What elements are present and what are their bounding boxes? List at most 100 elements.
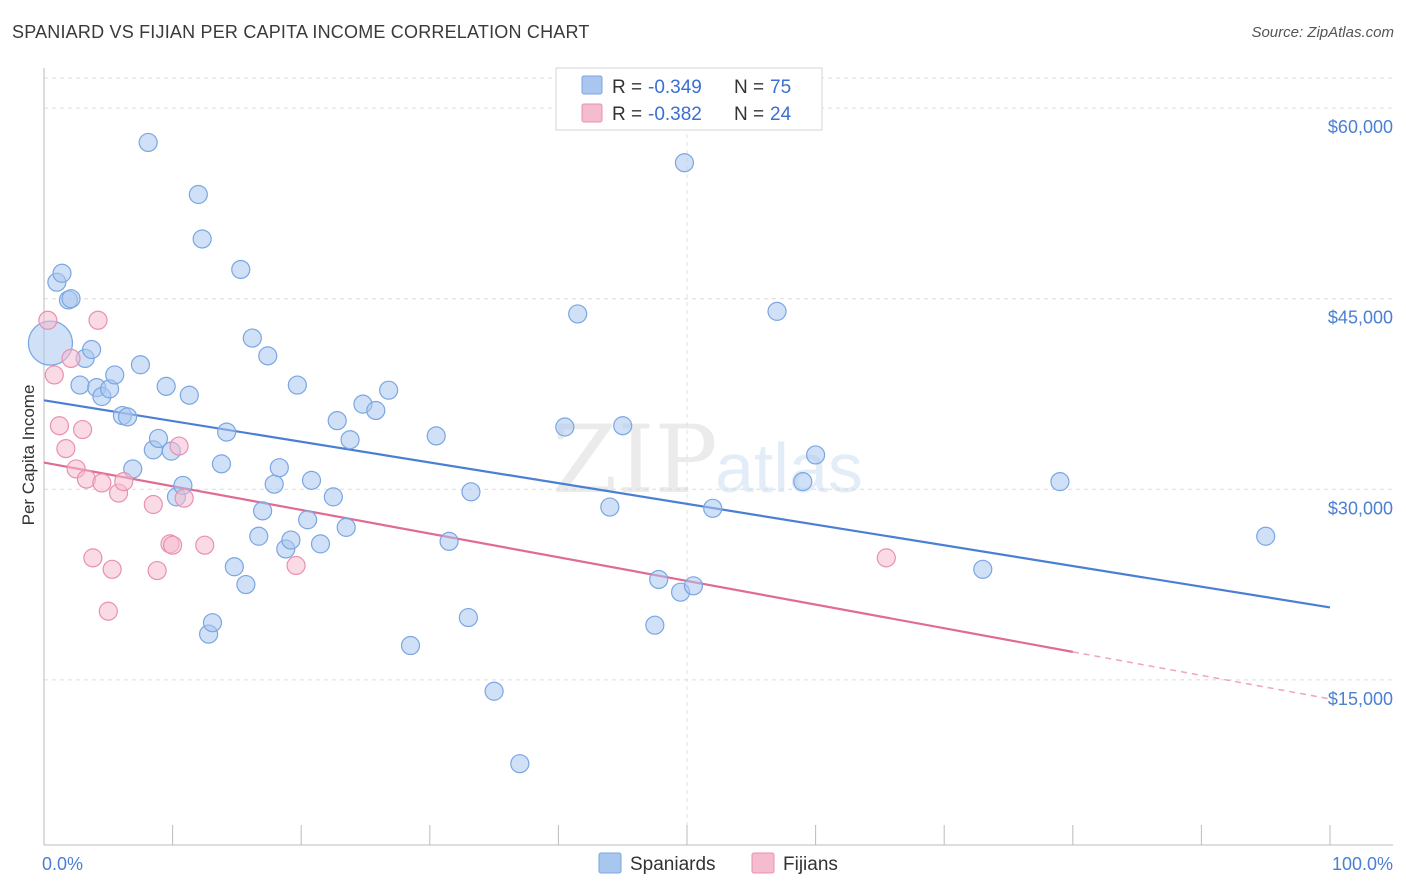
point-spaniards [253,501,273,521]
point-spaniards [61,289,81,309]
point-fijians [44,365,64,385]
trendline-spaniards [43,399,1331,609]
point-spaniards [461,482,481,502]
point-spaniards [323,487,343,507]
point-spaniards [117,407,138,427]
legend-r-label-spaniards: R = [612,77,642,98]
point-spaniards [148,428,169,449]
point-fijians [876,548,896,568]
point-spaniards [211,454,232,474]
point-spaniards [264,474,284,494]
legend-swatch-spaniards [581,75,603,95]
point-spaniards [439,531,459,551]
legend-n-value-spaniards: 75 [770,77,791,98]
point-fijians [88,310,108,330]
legend-n-value-fijians: 24 [770,104,792,125]
trendline-fijians [43,461,1073,653]
point-spaniards [510,754,530,774]
point-fijians [38,310,58,330]
point-fijians [72,419,93,440]
point-spaniards [973,559,993,579]
point-spaniards [805,445,826,465]
legend-r-value-fijians: -0.382 [648,104,702,125]
point-fijians [61,348,81,369]
point-spaniards [298,510,318,530]
point-spaniards [600,497,620,517]
point-spaniards [192,229,212,249]
point-spaniards [281,530,301,550]
point-spaniards [217,422,237,442]
y-tick-label: $15,000 [1328,689,1393,709]
point-spaniards [269,458,289,478]
point-spaniards [224,557,244,577]
legend-n-label-fijians: N = [734,104,764,125]
bottom-legend-swatch-spaniards [598,852,622,874]
point-fijians [147,560,167,581]
point-spaniards [568,304,588,324]
point-spaniards [336,517,356,537]
y-tick-label: $45,000 [1328,308,1393,328]
legend-n-label-spaniards: N = [734,77,764,98]
point-spaniards [645,615,665,635]
y-tick-label: $30,000 [1328,498,1393,518]
axis-layer: $15,000 $30,000 $45,000 $60,000 [43,68,1393,846]
y-tick-label: $60,000 [1328,117,1393,137]
point-spaniards [674,153,695,173]
bottom-legend-label-spaniards: Spaniards [630,854,716,875]
point-spaniards [458,607,478,628]
x-tick-label-min: 0.0% [42,854,83,874]
point-spaniards [327,411,347,431]
legend-swatch-fijians [581,103,603,123]
point-spaniards [242,328,262,348]
legend-box: R = -0.349 N = 75 R = -0.382 N = 24 [555,67,823,131]
point-spaniards [231,259,251,280]
point-spaniards [484,681,504,701]
point-fijians [114,472,134,492]
point-spaniards [379,380,399,400]
point-spaniards [105,365,125,385]
point-spaniards [310,534,331,554]
bottom-legend: Spaniards Fijians [598,852,838,875]
point-fijians [143,494,163,515]
watermark-zip: ZIP [552,406,718,515]
point-spaniards [793,472,813,492]
legend-r-value-spaniards: -0.349 [648,77,702,98]
y-axis-label: Per Capita Income [19,385,38,526]
point-fijians [83,548,103,568]
point-spaniards [613,416,633,436]
point-spaniards [426,426,446,446]
point-spaniards [555,417,575,437]
trendline-fijians-extension [1072,651,1331,700]
point-fijians [163,535,183,555]
point-fijians [92,473,112,493]
point-spaniards [340,430,360,450]
point-spaniards [1256,526,1276,546]
point-spaniards [70,375,90,395]
source-credit: Source: ZipAtlas.com [1251,24,1394,41]
point-spaniards [258,346,278,366]
point-spaniards [249,526,269,546]
point-spaniards [703,498,723,518]
point-spaniards [130,355,151,375]
point-spaniards [400,635,421,656]
point-spaniards [649,569,669,590]
point-spaniards [202,613,223,633]
point-spaniards [236,574,256,595]
point-fijians [102,559,122,579]
trend-layer [43,399,1331,700]
points-layer [27,132,1276,774]
point-fijians [169,436,189,456]
point-spaniards [188,184,208,205]
point-spaniards [81,339,102,360]
point-fijians [174,488,194,508]
point-spaniards [683,576,704,596]
point-fijians [98,601,118,621]
point-spaniards [287,375,307,395]
watermark: ZIP atlas [552,406,863,515]
point-spaniards [366,400,386,421]
point-spaniards [156,376,176,396]
point-fijians [286,555,306,576]
x-tick-label-max: 100.0% [1332,854,1393,874]
point-spaniards [301,470,322,490]
